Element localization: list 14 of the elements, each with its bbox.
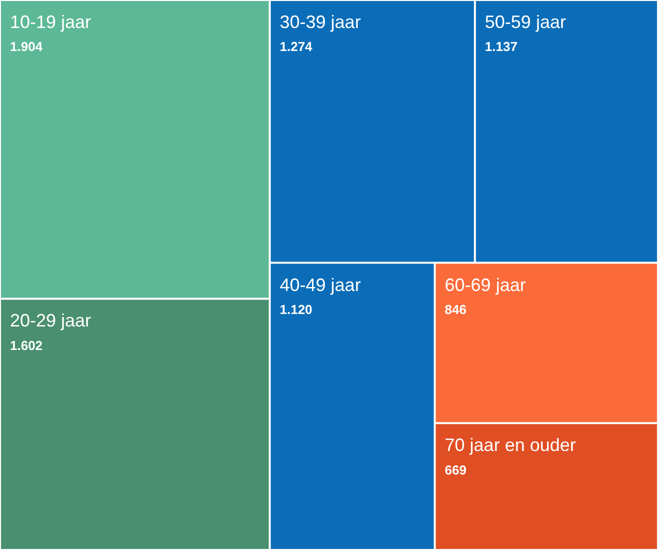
data-label: 1.120 [280, 302, 312, 317]
category-label: 60-69 jaar [444, 274, 526, 295]
category-label: 30-39 jaar [280, 12, 361, 32]
data-label: 1.274 [280, 39, 314, 54]
data-label: 846 [444, 302, 466, 317]
category-label: 40-49 jaar [280, 274, 361, 295]
data-label: 669 [444, 462, 466, 478]
data-label: 1.602 [10, 338, 43, 353]
category-label: 50-59 jaar [484, 12, 566, 32]
data-label: 1.904 [10, 39, 44, 54]
category-label: 70 jaar en ouder [444, 435, 576, 456]
category-label: 20-29 jaar [10, 310, 92, 331]
data-label: 1.137 [484, 39, 518, 54]
category-label: 10-19 jaar [10, 12, 92, 32]
